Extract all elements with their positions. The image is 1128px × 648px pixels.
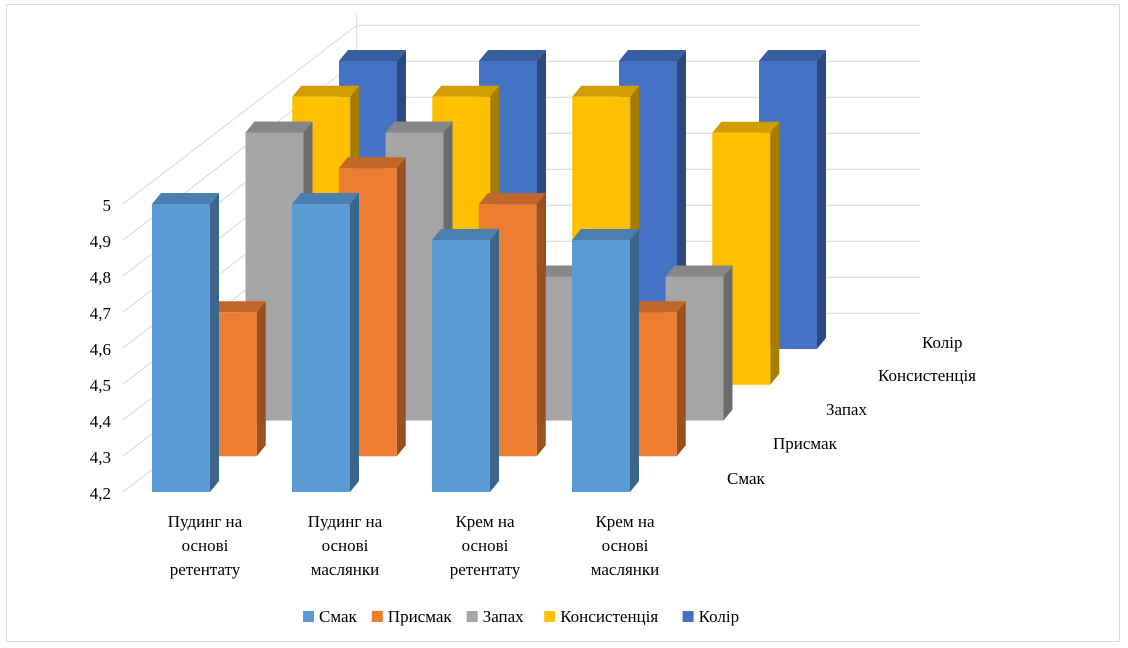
bar-side-face bbox=[630, 229, 639, 492]
legend-swatch bbox=[371, 611, 383, 622]
bar-top-face bbox=[432, 229, 499, 240]
bar-side-face bbox=[256, 301, 266, 457]
depth-axis-label: Консистенція bbox=[878, 366, 976, 385]
bar-side-face bbox=[676, 301, 686, 457]
bar-top-face bbox=[245, 121, 313, 133]
depth-axis-label: Смак bbox=[727, 469, 766, 488]
legend-swatch bbox=[303, 611, 314, 622]
category-label: Пудинг на основі маслянки bbox=[308, 512, 383, 579]
bar-side-face bbox=[817, 50, 826, 349]
depth-axis-label: Присмак bbox=[773, 434, 838, 453]
bar-top-face bbox=[572, 229, 639, 240]
y-tick-label: 4,3 bbox=[90, 448, 111, 467]
legend-swatch bbox=[544, 611, 556, 622]
bar-top-face bbox=[759, 50, 826, 61]
bar-side-face bbox=[210, 193, 219, 492]
bar-top-face bbox=[292, 85, 360, 97]
bar bbox=[292, 204, 350, 492]
bar bbox=[432, 240, 490, 492]
category-label: Пудинг на основі ретентату bbox=[168, 512, 243, 579]
bar-side-face bbox=[396, 157, 406, 457]
bar-side-face bbox=[350, 193, 359, 492]
bar-top-face bbox=[572, 85, 640, 97]
bar-side-face bbox=[536, 193, 546, 457]
y-tick-label: 5 bbox=[103, 196, 112, 215]
bar-top-face bbox=[385, 121, 453, 133]
legend-label: Смак bbox=[319, 607, 358, 626]
legend-label: Консистенція bbox=[560, 607, 658, 626]
bar-top-face bbox=[619, 50, 686, 61]
bar-top-face bbox=[712, 121, 780, 133]
legend-swatch bbox=[682, 611, 694, 622]
bar-top-face bbox=[479, 50, 546, 61]
bar-top-face bbox=[338, 157, 406, 169]
legend-label: Запах bbox=[483, 607, 524, 626]
category-label: Крем на основі ретентату bbox=[450, 512, 521, 579]
y-tick-label: 4,4 bbox=[90, 412, 112, 431]
category-label: Крем на основі маслянки bbox=[591, 512, 660, 579]
bar-top-face bbox=[665, 265, 733, 277]
bar-top-face bbox=[292, 193, 359, 204]
bar-top-face bbox=[432, 85, 500, 97]
bar bbox=[152, 204, 210, 492]
bar-side-face bbox=[770, 121, 780, 385]
bar-3d bbox=[292, 193, 359, 492]
y-tick-label: 4,8 bbox=[90, 268, 111, 287]
gridline-side bbox=[122, 24, 358, 205]
y-tick-label: 4,6 bbox=[90, 340, 111, 359]
bar-top-face bbox=[339, 50, 406, 61]
bar-side-face bbox=[490, 229, 499, 492]
bar-top-face bbox=[152, 193, 219, 204]
bar-top-face bbox=[478, 193, 546, 205]
y-tick-label: 4,7 bbox=[90, 304, 112, 323]
legend-label: Колір bbox=[699, 607, 739, 626]
y-tick-label: 4,9 bbox=[90, 232, 111, 251]
bar-3d bbox=[572, 229, 639, 492]
bar bbox=[572, 240, 630, 492]
bar-3d bbox=[152, 193, 219, 492]
depth-axis-label: Колір bbox=[922, 333, 962, 352]
depth-axis-label: Запах bbox=[826, 400, 867, 419]
bar-side-face bbox=[723, 265, 733, 421]
legend-label: Присмак bbox=[388, 607, 453, 626]
y-tick-label: 4,2 bbox=[90, 484, 111, 503]
y-tick-label: 4,5 bbox=[90, 376, 111, 395]
bar-3d bbox=[432, 229, 499, 492]
legend-swatch bbox=[466, 611, 478, 622]
